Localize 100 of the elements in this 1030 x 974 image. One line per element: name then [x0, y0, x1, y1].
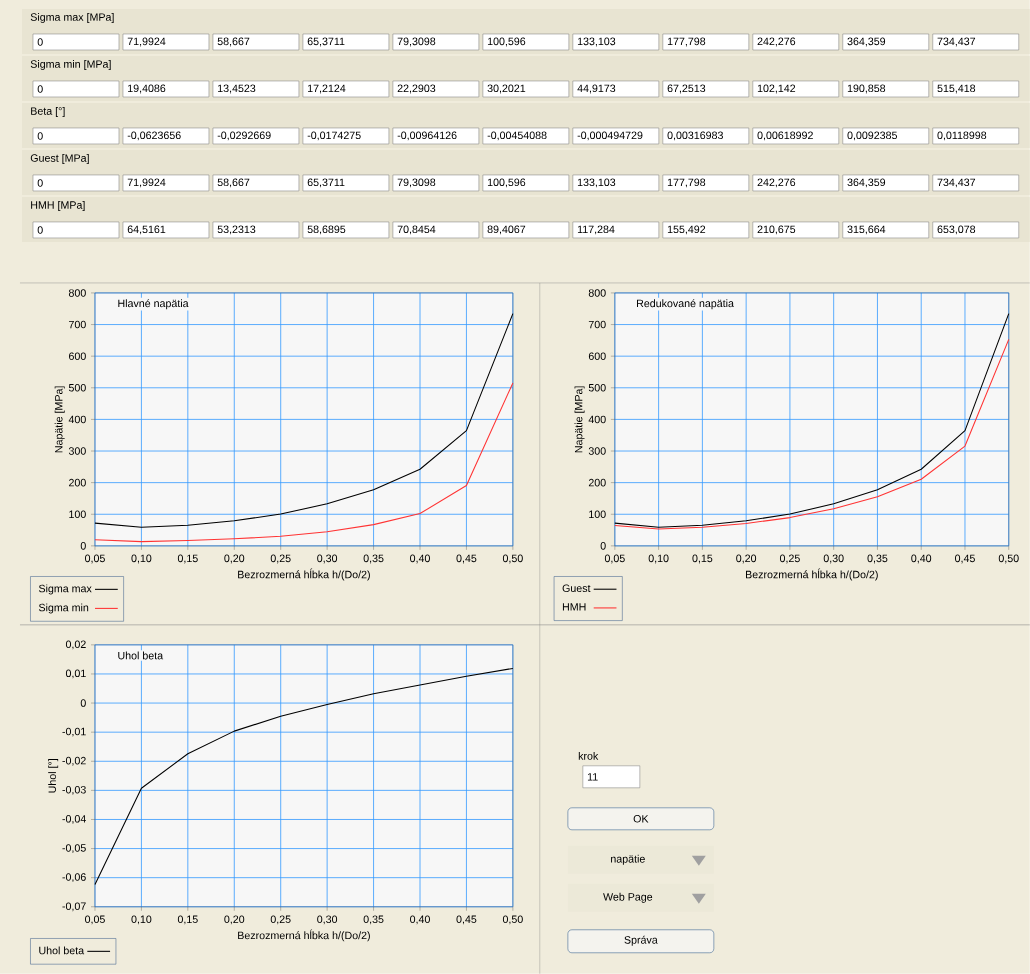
- text: 22,2903: [397, 84, 436, 94]
- x-tick-label: 0,15: [692, 554, 713, 564]
- text: 133,103: [577, 37, 616, 47]
- text: 0,0092385: [847, 131, 898, 141]
- text: 100,596: [487, 178, 526, 188]
- text: 0: [37, 85, 43, 93]
- y-tick-label: -0,02: [62, 756, 86, 766]
- text: 177,798: [667, 178, 706, 188]
- text: 734,437: [937, 178, 976, 188]
- y-tick-label: 0,01: [65, 669, 86, 679]
- y-tick-label: 200: [69, 478, 86, 487]
- text: Web Page: [603, 892, 653, 903]
- y-tick-label: 200: [588, 478, 606, 487]
- y-tick-label: 0: [600, 542, 606, 550]
- y-axis-title: Napätie [MPa]: [574, 386, 585, 453]
- text: Redukované napätia: [637, 299, 734, 310]
- x-tick-label: 0,40: [911, 554, 932, 564]
- text: -0,0292669: [217, 131, 271, 141]
- chart-title: Uhol beta: [118, 651, 164, 660]
- legend-label: Sigma max: [38, 584, 92, 595]
- x-tick-label: 0,25: [779, 554, 800, 564]
- y-axis-title: Napätie [MPa]: [54, 386, 65, 453]
- text: 100,596: [487, 37, 526, 47]
- x-tick-label: 0,35: [363, 915, 384, 925]
- y-tick-label: 300: [588, 447, 606, 455]
- text: 0: [37, 179, 43, 187]
- x-tick-label: 0,25: [270, 915, 291, 925]
- legend-label: HMH: [562, 603, 586, 611]
- text: 58,667: [217, 178, 250, 188]
- y-tick-label: 0: [80, 699, 86, 707]
- x-tick-label: 0,25: [270, 554, 291, 564]
- y-tick-label: 400: [588, 415, 606, 424]
- text: -0,00964126: [397, 131, 457, 141]
- x-axis-title: Bezrozmerná hĺbka h/(Do/2): [746, 568, 878, 581]
- text: -0,0174275: [307, 131, 361, 141]
- y-tick-label: 600: [588, 352, 606, 360]
- text: 67,2513: [667, 84, 706, 94]
- text: Správa: [624, 935, 658, 946]
- text: 58,667: [217, 37, 250, 47]
- text: Guest [MPa]: [30, 153, 89, 164]
- text: 13,4523: [218, 84, 256, 94]
- text: Beta [°]: [31, 106, 65, 117]
- text: 190,858: [847, 84, 886, 94]
- y-tick-label: 100: [589, 510, 606, 519]
- legend-label: Guest: [562, 584, 591, 593]
- text: 653,078: [937, 225, 976, 235]
- text: 19,4086: [128, 84, 166, 94]
- y-tick-label: -0,05: [62, 844, 86, 853]
- y-tick-label: 0,02: [65, 640, 86, 650]
- legend-label: Sigma min: [38, 603, 89, 614]
- line-series: [94, 382, 514, 543]
- x-tick-label: 0,30: [823, 554, 844, 564]
- y-tick-label: -0,07: [62, 902, 86, 912]
- text: Sigma max [MPa]: [30, 13, 114, 23]
- text: 71,9924: [127, 37, 166, 47]
- x-tick-label: 0,05: [604, 554, 625, 564]
- text: 58,6895: [307, 225, 346, 235]
- y-axis-title: Uhol [°]: [48, 759, 59, 793]
- text: 70,8454: [397, 225, 436, 235]
- y-tick-label: -0,01: [62, 727, 86, 737]
- text: 155,492: [667, 225, 706, 235]
- x-tick-label: 0,20: [736, 554, 757, 564]
- text: 210,675: [757, 225, 796, 235]
- text: 102,142: [757, 84, 796, 94]
- text: 133,103: [577, 178, 616, 188]
- text: 44,9173: [577, 84, 616, 94]
- x-tick-label: 0,10: [131, 915, 152, 925]
- x-tick-label: 0,50: [502, 915, 523, 925]
- text: 364,359: [847, 37, 886, 47]
- text: krok: [578, 751, 599, 760]
- text: 79,3098: [397, 178, 436, 188]
- text: 79,3098: [397, 37, 436, 47]
- text: 242,276: [757, 178, 796, 188]
- text: 117,284: [577, 225, 615, 235]
- text: 17,2124: [308, 84, 346, 94]
- x-tick-label: 0,15: [177, 915, 198, 925]
- x-tick-label: 0,40: [410, 554, 430, 564]
- x-axis-title: Bezrozmerná hĺbka h/(Do/2): [238, 568, 370, 581]
- text: 53,2313: [217, 225, 256, 235]
- text: 30,2021: [487, 84, 526, 94]
- x-tick-label: 0,20: [224, 554, 245, 564]
- x-tick-label: 0,35: [363, 554, 384, 564]
- x-tick-label: 0,05: [85, 554, 105, 564]
- text: napätie: [611, 854, 645, 865]
- x-tick-label: 0,20: [224, 915, 245, 925]
- text: 364,359: [847, 178, 886, 188]
- text: Sigma min [MPa]: [30, 60, 111, 70]
- y-tick-label: 300: [68, 447, 86, 455]
- text: OK: [633, 815, 649, 823]
- x-tick-label: 0,45: [456, 915, 477, 925]
- x-tick-label: 0,40: [410, 915, 430, 925]
- y-tick-label: 800: [588, 289, 606, 297]
- text: 515,418: [937, 84, 976, 94]
- x-tick-label: 0,45: [955, 554, 975, 564]
- text: 315,664: [847, 225, 886, 235]
- line-series: [94, 313, 514, 528]
- x-tick-label: 0,45: [456, 554, 477, 564]
- text: 11: [587, 773, 598, 781]
- text: 65,3711: [307, 37, 345, 47]
- y-tick-label: -0,04: [62, 815, 86, 824]
